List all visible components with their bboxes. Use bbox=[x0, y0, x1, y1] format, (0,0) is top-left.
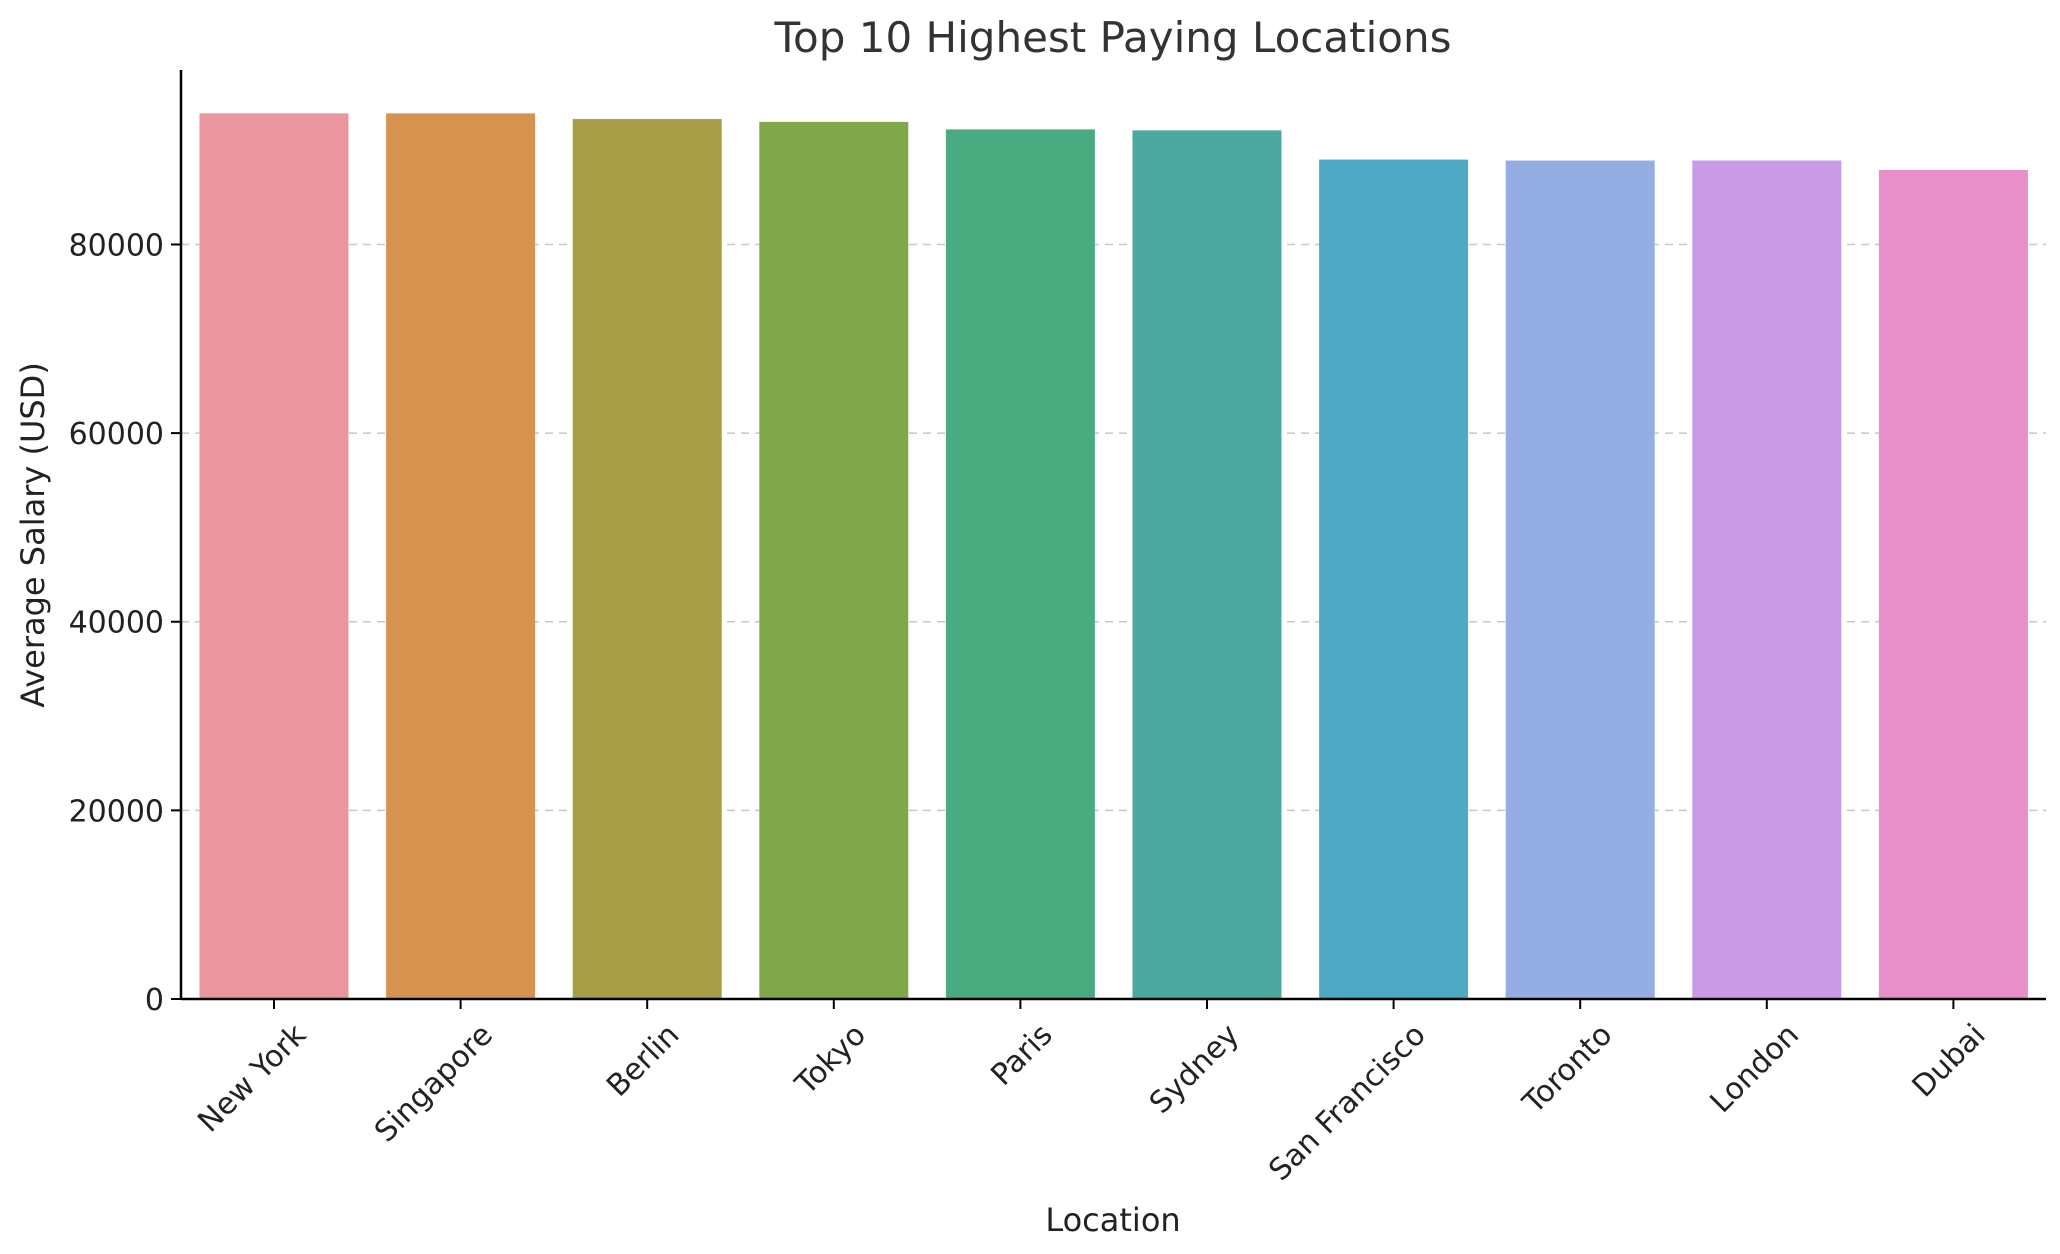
x-tick-label: Singapore bbox=[368, 1017, 500, 1149]
chart-title: Top 10 Highest Paying Locations bbox=[774, 13, 1452, 62]
bar-dubai bbox=[1878, 169, 2028, 999]
bar-singapore bbox=[386, 113, 536, 1000]
bar-san-francisco bbox=[1319, 159, 1469, 999]
x-tick-label: Berlin bbox=[600, 1017, 686, 1103]
x-tick-label: London bbox=[1704, 1017, 1807, 1120]
y-tick-label: 40000 bbox=[69, 606, 164, 641]
bar-paris bbox=[945, 129, 1095, 999]
x-axis-label: Location bbox=[1045, 1201, 1180, 1239]
y-tick-label: 60000 bbox=[69, 417, 164, 452]
bars bbox=[199, 113, 2028, 1000]
x-tick-label: Paris bbox=[984, 1017, 1059, 1092]
x-tick-label: Dubai bbox=[1906, 1017, 1993, 1104]
y-tick-label: 0 bbox=[145, 983, 164, 1018]
bar-berlin bbox=[572, 119, 722, 1000]
bar-new-york bbox=[199, 113, 349, 1000]
x-tick-label: Tokyo bbox=[788, 1017, 873, 1102]
x-tick-label: San Francisco bbox=[1262, 1017, 1432, 1187]
bar-sydney bbox=[1132, 130, 1282, 999]
y-axis-label: Average Salary (USD) bbox=[14, 362, 52, 708]
bar-london bbox=[1692, 160, 1842, 1000]
x-tick-label: Toronto bbox=[1516, 1017, 1620, 1121]
x-axis-ticks: New York Singapore Berlin Tokyo Paris Sydney S… bbox=[191, 999, 1993, 1188]
y-tick-label: 20000 bbox=[69, 794, 164, 829]
y-tick-label: 80000 bbox=[69, 228, 164, 263]
y-axis-ticks: 0 20000 40000 60000 80000 bbox=[69, 228, 181, 1018]
x-tick-label: Sydney bbox=[1143, 1017, 1246, 1120]
bar-tokyo bbox=[759, 121, 909, 999]
x-tick-label: New York bbox=[191, 1017, 313, 1139]
bar-toronto bbox=[1505, 160, 1655, 1000]
